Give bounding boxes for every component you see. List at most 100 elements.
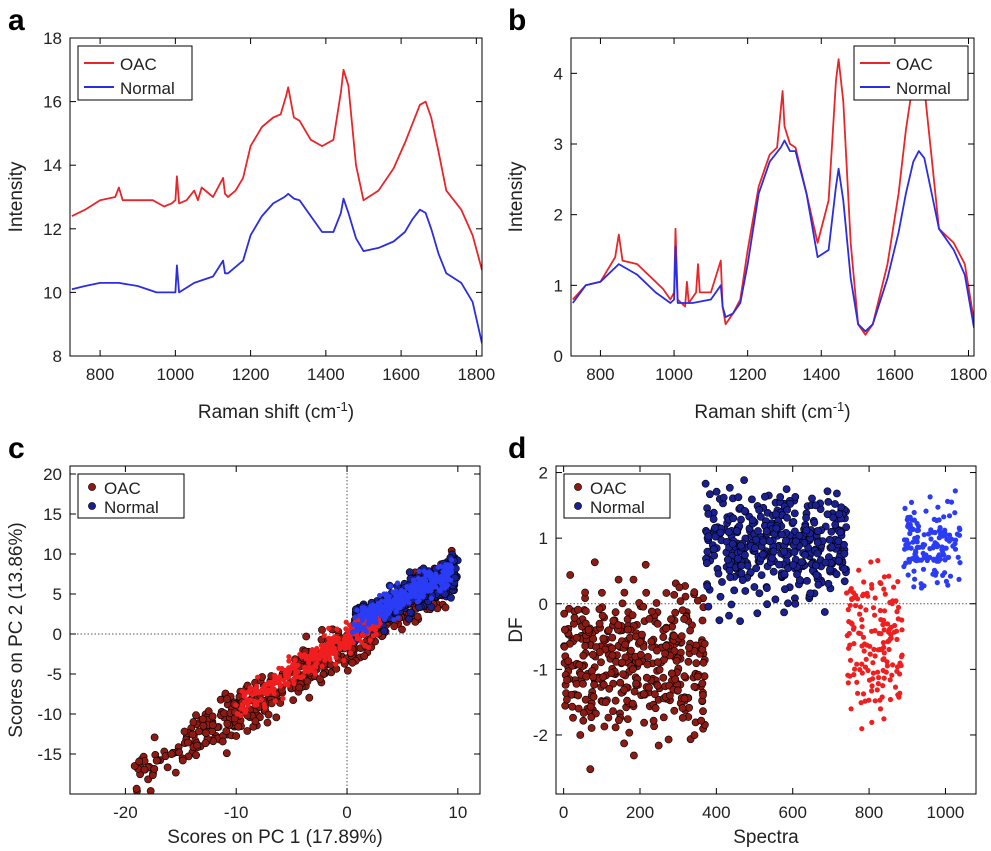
data-point	[875, 647, 881, 653]
data-point	[686, 626, 694, 635]
legend-label-oac: OAC	[104, 479, 141, 498]
data-point	[700, 639, 709, 648]
data-point	[331, 645, 337, 651]
data-point	[881, 574, 888, 580]
data-point	[790, 548, 799, 556]
data-point	[370, 633, 376, 639]
legend-marker-normal	[574, 502, 582, 510]
data-point	[891, 584, 897, 590]
data-point	[823, 510, 832, 519]
legend-box	[77, 473, 185, 519]
data-point	[241, 708, 247, 714]
data-point	[672, 657, 681, 665]
data-point	[393, 609, 399, 615]
data-point	[428, 595, 434, 601]
x-tick-label: 1200	[232, 365, 270, 384]
x-tick-label: 1000	[927, 803, 965, 822]
data-point	[698, 616, 707, 625]
legend-marker-normal	[88, 502, 96, 510]
data-point	[582, 607, 590, 615]
data-point	[784, 599, 792, 608]
data-point	[920, 566, 927, 572]
data-point	[586, 702, 595, 711]
y-tick-label: 20	[43, 465, 62, 484]
x-axis-label-close: )	[348, 402, 354, 423]
data-point	[624, 625, 632, 634]
data-point	[849, 596, 855, 603]
data-point	[852, 666, 858, 672]
data-point	[859, 624, 865, 630]
data-point	[263, 718, 272, 727]
data-point	[601, 698, 610, 707]
data-point	[872, 612, 878, 618]
data-point	[881, 675, 887, 681]
data-point	[945, 498, 951, 504]
x-tick-label: 10	[448, 803, 467, 822]
data-point	[608, 651, 617, 660]
y-tick-label: 3	[554, 135, 563, 154]
data-point	[825, 535, 834, 544]
data-point	[761, 492, 769, 501]
data-point	[415, 575, 421, 582]
data-point	[886, 646, 892, 653]
data-point	[870, 660, 876, 666]
data-point	[649, 716, 658, 725]
data-point	[271, 681, 277, 687]
data-point	[645, 615, 654, 623]
data-point	[821, 558, 830, 567]
data-point	[579, 716, 588, 725]
data-point	[832, 570, 841, 579]
data-point	[845, 607, 851, 613]
axes-box	[69, 465, 481, 795]
data-point	[751, 544, 759, 552]
data-point	[343, 666, 352, 675]
data-point	[935, 504, 941, 510]
data-point	[681, 592, 690, 601]
data-point	[870, 670, 877, 676]
data-point	[690, 682, 699, 691]
data-point	[894, 609, 900, 615]
data-point	[812, 561, 820, 570]
data-point	[714, 569, 723, 578]
data-point	[872, 698, 878, 704]
data-point	[892, 622, 898, 629]
data-point	[680, 615, 688, 623]
data-point	[741, 587, 750, 595]
data-point	[233, 702, 239, 708]
data-point	[363, 629, 369, 635]
data-point	[590, 558, 599, 567]
data-point	[388, 583, 394, 589]
data-point	[718, 578, 726, 586]
data-point	[618, 599, 627, 608]
data-point	[883, 669, 889, 675]
data-point	[342, 633, 348, 639]
data-point	[292, 657, 298, 663]
y-tick-label: 4	[554, 64, 563, 83]
data-point	[329, 638, 335, 645]
data-point	[271, 686, 277, 692]
data-point	[937, 553, 943, 559]
data-point	[854, 679, 860, 685]
data-point	[645, 683, 653, 692]
data-point	[710, 551, 719, 560]
data-point	[641, 560, 650, 569]
data-point	[405, 568, 414, 577]
data-point	[693, 672, 702, 681]
data-point	[862, 698, 868, 704]
data-point	[611, 608, 620, 617]
data-point	[561, 625, 569, 634]
x-tick-label: 1000	[156, 365, 194, 384]
data-point	[305, 693, 314, 702]
data-point	[327, 643, 333, 649]
data-point	[146, 787, 155, 794]
data-point	[942, 570, 948, 576]
plot-area	[556, 476, 976, 774]
x-tick-label: 800	[586, 365, 614, 384]
y-tick-label: 0	[53, 625, 62, 644]
data-point	[758, 550, 767, 559]
data-point	[587, 724, 596, 732]
data-point	[894, 664, 901, 670]
plot-area	[572, 58, 974, 336]
data-point	[310, 665, 316, 671]
data-point	[908, 545, 914, 551]
